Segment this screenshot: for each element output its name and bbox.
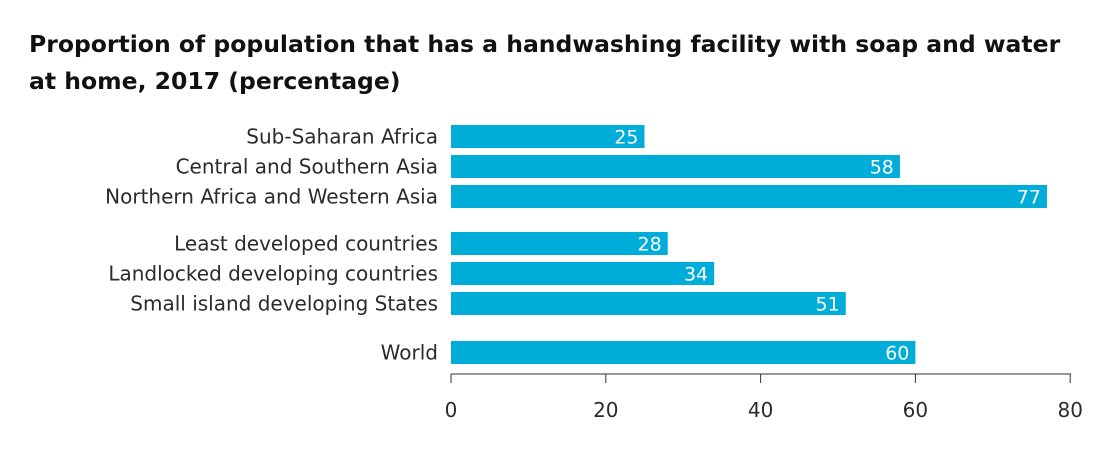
value-label-small-island-developing-states: 51: [816, 294, 840, 316]
category-label-sub-saharan-africa: Sub-Saharan Africa: [246, 125, 438, 149]
value-label-sub-saharan-africa: 25: [614, 127, 638, 149]
category-label-landlocked-developing-countries: Landlocked developing countries: [108, 262, 438, 286]
bars-layer: Sub-Saharan Africa 25 Central and Southern…: [105, 125, 1047, 365]
x-tick-label-60: 60: [903, 398, 928, 422]
value-label-least-developed-countries: 28: [638, 234, 662, 256]
category-label-world: World: [381, 341, 438, 365]
x-axis: 0 20 40 60 80: [445, 373, 1083, 422]
category-label-small-island-developing-states: Small island developing States: [130, 292, 438, 316]
bar-world: [451, 341, 916, 364]
bar-sub-saharan-africa: [451, 125, 645, 148]
x-tick-label-80: 80: [1057, 398, 1082, 422]
value-label-central-and-southern-asia: 58: [870, 157, 894, 179]
x-tick-label-40: 40: [748, 398, 773, 422]
bar-northern-africa-and-western-asia: [451, 185, 1047, 208]
category-label-northern-africa-and-western-asia: Northern Africa and Western Asia: [105, 185, 438, 209]
bar-central-and-southern-asia: [451, 155, 900, 178]
value-label-landlocked-developing-countries: 34: [684, 264, 708, 286]
x-tick-label-0: 0: [445, 398, 458, 422]
chart-title: Proportion of population that has a hand…: [29, 30, 1061, 95]
value-label-world: 60: [885, 343, 909, 365]
category-label-least-developed-countries: Least developed countries: [174, 232, 438, 256]
bar-small-island-developing-states: [451, 292, 846, 315]
bar-landlocked-developing-countries: [451, 262, 715, 285]
category-label-central-and-southern-asia: Central and Southern Asia: [176, 155, 438, 179]
x-tick-label-20: 20: [593, 398, 618, 422]
bar-least-developed-countries: [451, 232, 668, 255]
value-label-northern-africa-and-western-asia: 77: [1017, 187, 1041, 209]
